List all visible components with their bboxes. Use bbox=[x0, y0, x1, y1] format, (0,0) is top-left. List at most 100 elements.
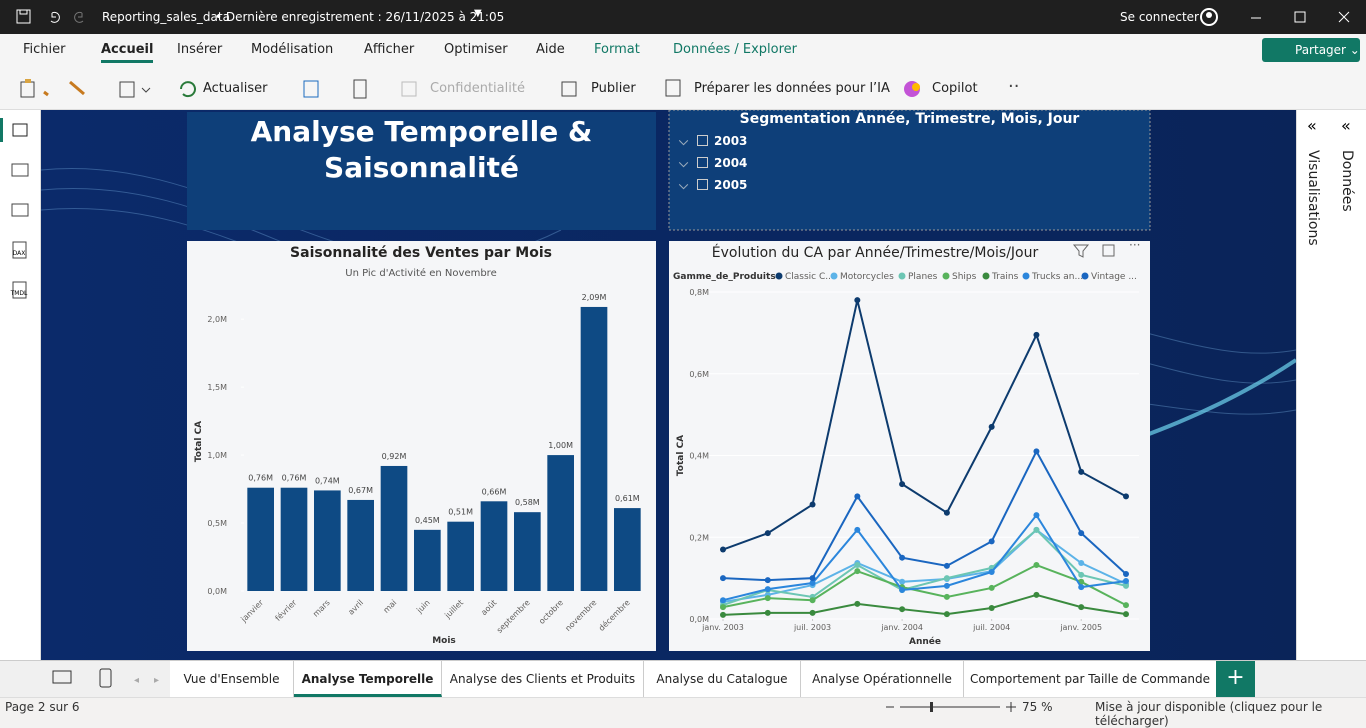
bar bbox=[380, 465, 408, 591]
data-point bbox=[1078, 560, 1085, 567]
legend-label: Classic C... bbox=[785, 272, 834, 282]
zoom-slider[interactable] bbox=[880, 700, 1020, 714]
page-tab[interactable]: Analyse du Catalogue bbox=[644, 661, 801, 697]
legend-label: Ships bbox=[952, 272, 977, 282]
page-tab[interactable]: Analyse Temporelle bbox=[294, 661, 442, 697]
legend-marker bbox=[830, 272, 838, 280]
update-notice[interactable]: Mise à jour disponible (cliquez pour le … bbox=[1095, 700, 1323, 728]
series-line bbox=[722, 449, 1127, 582]
x-tick-label: avril bbox=[346, 598, 365, 617]
page-tab[interactable]: Vue d'Ensemble bbox=[170, 661, 294, 697]
sign-in[interactable]: Se connecter bbox=[1120, 10, 1199, 24]
y-tick-label: 2,0M bbox=[207, 315, 227, 324]
data-point bbox=[854, 297, 861, 304]
data-label: 2,09M bbox=[582, 293, 607, 302]
data-point bbox=[1033, 526, 1040, 533]
bar bbox=[580, 306, 608, 591]
chart-subtitle: Un Pic d'Activité en Novembre bbox=[345, 267, 496, 279]
data-point bbox=[809, 597, 816, 604]
data-label: 0,61M bbox=[615, 494, 640, 503]
data-point bbox=[1033, 512, 1040, 519]
data-label: 0,51M bbox=[448, 508, 473, 517]
menu-item[interactable]: Insérer bbox=[177, 42, 223, 57]
data-point bbox=[1123, 611, 1129, 618]
data-point bbox=[809, 501, 816, 508]
series-line bbox=[722, 528, 1127, 603]
menu-item[interactable]: Données / Explorer bbox=[673, 42, 797, 57]
chevron: ⌵ bbox=[679, 178, 689, 192]
data-point bbox=[1033, 562, 1040, 569]
bar bbox=[414, 529, 441, 591]
page-tab[interactable]: Comportement par Taille de Commande bbox=[964, 661, 1217, 697]
toolbar-button[interactable]: Copilot bbox=[932, 81, 978, 96]
toolbar-button: Confidentialité bbox=[430, 81, 525, 96]
rail-label: DAX bbox=[13, 250, 26, 257]
data-point bbox=[899, 554, 906, 561]
menu-item[interactable]: Format bbox=[594, 42, 640, 57]
data-label: 0,45M bbox=[415, 516, 440, 525]
pane-label[interactable]: Visualisations bbox=[1305, 150, 1321, 246]
y-tick-label: 1,0M bbox=[207, 451, 227, 460]
data-point bbox=[1123, 602, 1129, 609]
data-point bbox=[988, 423, 995, 430]
data-point bbox=[988, 584, 995, 591]
data-point bbox=[809, 575, 816, 582]
collapse[interactable]: « bbox=[1307, 116, 1317, 135]
menu-item[interactable]: Fichier bbox=[23, 42, 66, 57]
collapse[interactable]: « bbox=[1341, 116, 1351, 135]
data-label: 0,76M bbox=[282, 474, 307, 483]
data-point bbox=[764, 577, 771, 584]
share-button[interactable]: Partager ⌄ bbox=[1262, 38, 1360, 62]
toolbar-button[interactable]: Actualiser bbox=[203, 81, 268, 96]
toolbar-button[interactable]: Préparer les données pour l’IA bbox=[694, 81, 890, 96]
data-point bbox=[943, 562, 950, 569]
x-tick-label: août bbox=[479, 598, 498, 617]
x-tick-label: mars bbox=[311, 598, 332, 619]
add-page[interactable]: + bbox=[1216, 661, 1255, 697]
menu-item[interactable]: Optimiser bbox=[444, 42, 508, 57]
bar bbox=[480, 501, 508, 591]
data-point bbox=[1078, 468, 1085, 475]
legend-marker bbox=[1081, 272, 1089, 280]
y-tick-label: 0,8M bbox=[689, 288, 709, 297]
legend-marker bbox=[982, 272, 990, 280]
data-point bbox=[720, 546, 726, 553]
dropdown[interactable]: ▼ bbox=[474, 8, 482, 19]
toolbar-button[interactable]: Publier bbox=[591, 81, 636, 96]
data-label: 0,58M bbox=[515, 498, 540, 507]
data-point bbox=[809, 609, 816, 616]
legend-title: Gamme_de_Produits bbox=[673, 272, 776, 282]
y-tick-label: 1,5M bbox=[207, 383, 227, 392]
data-point bbox=[854, 562, 861, 569]
slicer-item[interactable]: ⌵ 2004 bbox=[679, 156, 747, 171]
page-count: Page 2 sur 6 bbox=[5, 700, 80, 714]
x-tick-label: janv. 2003 bbox=[701, 623, 744, 632]
bar bbox=[514, 512, 541, 591]
x-tick-label: janv. 2005 bbox=[1059, 623, 1102, 632]
more-icon[interactable]: ··· bbox=[1008, 78, 1020, 97]
bar-chart: Saisonnalité des Ventes par Mois Un Pic d… bbox=[187, 241, 656, 651]
series-line bbox=[722, 593, 1127, 616]
x-tick-label: janv. 2004 bbox=[880, 623, 923, 632]
line-chart: Évolution du CA par Année/Trimestre/Mois… bbox=[669, 241, 1150, 651]
data-point bbox=[720, 604, 726, 611]
slicer-item[interactable]: ⌵ 2003 bbox=[679, 134, 747, 149]
data-point bbox=[764, 586, 771, 593]
data-point bbox=[764, 595, 771, 602]
menu-item[interactable]: Modélisation bbox=[251, 42, 334, 57]
x-tick-label: septembre bbox=[495, 598, 532, 635]
menu-item[interactable]: Afficher bbox=[364, 42, 415, 57]
page-tab[interactable]: Analyse des Clients et Produits bbox=[442, 661, 644, 697]
series-line bbox=[722, 563, 1127, 609]
page-tab[interactable]: Analyse Opérationnelle bbox=[801, 661, 964, 697]
rail-icons: DAX TMDL bbox=[0, 118, 29, 299]
menu-item[interactable]: Aide bbox=[536, 42, 565, 57]
pane-label[interactable]: Données bbox=[1339, 150, 1355, 212]
menu-item[interactable]: Accueil bbox=[101, 42, 154, 63]
data-point bbox=[988, 538, 995, 545]
slicer-item[interactable]: ⌵ 2005 bbox=[679, 178, 747, 193]
data-point bbox=[988, 568, 995, 575]
data-point bbox=[1078, 571, 1085, 578]
data-point bbox=[943, 593, 950, 600]
